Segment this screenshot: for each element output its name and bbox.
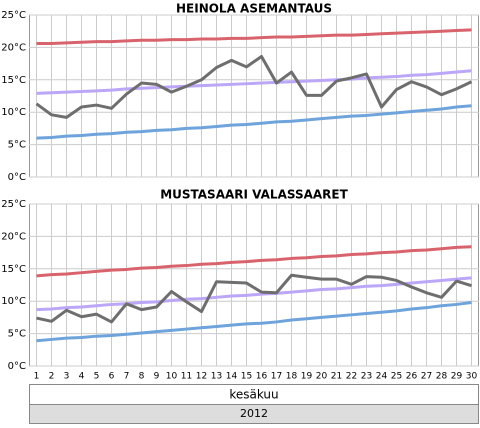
year-label: 2012 (240, 407, 268, 420)
x-tick-label: 24 (376, 372, 388, 382)
y-tick-label: 25°C (1, 10, 26, 21)
x-tick-label: 26 (406, 372, 418, 382)
x-tick-label: 28 (436, 372, 448, 382)
x-tick-label: 6 (109, 372, 115, 382)
x-tick-label: 8 (139, 372, 145, 382)
series-line (36, 104, 472, 140)
chart-title: HEINOLA ASEMANTAUS (176, 2, 332, 16)
series-line (35, 54, 473, 119)
series-line (36, 28, 472, 46)
y-tick-label: 10°C (1, 296, 26, 307)
x-tick-label: 5 (94, 372, 100, 382)
x-tick-label: 22 (346, 372, 357, 382)
series-line (36, 276, 472, 312)
x-tick-label: 9 (154, 372, 160, 382)
y-tick-label: 0°C (8, 172, 26, 183)
x-tick-label: 7 (124, 372, 130, 382)
y-tick-label: 20°C (1, 231, 26, 242)
series-line (36, 69, 472, 95)
month-label: kesäkuu (229, 388, 278, 402)
x-tick-label: 11 (181, 372, 192, 382)
x-tick-label: 30 (466, 372, 478, 382)
series-line (36, 301, 472, 343)
y-tick-label: 5°C (8, 140, 26, 151)
x-tick-label: 13 (211, 372, 222, 382)
x-tick-label: 21 (331, 372, 342, 382)
x-tick-label: 18 (286, 372, 298, 382)
y-tick-label: 25°C (1, 199, 26, 210)
chart-title: MUSTASAARI VALASSAARET (160, 188, 348, 202)
series-line (36, 273, 472, 324)
x-tick-label: 27 (421, 372, 432, 382)
y-tick-label: 15°C (1, 75, 26, 86)
series-line (36, 245, 472, 278)
y-tick-label: 10°C (1, 107, 26, 118)
y-tick-label: 5°C (8, 329, 26, 340)
x-tick-label: 25 (391, 372, 402, 382)
x-tick-label: 20 (316, 372, 328, 382)
x-tick-label: 16 (256, 372, 268, 382)
y-tick-label: 20°C (1, 42, 26, 53)
x-tick-label: 17 (271, 372, 282, 382)
x-tick-label: 10 (166, 372, 178, 382)
x-tick-label: 23 (361, 372, 372, 382)
x-tick-label: 12 (196, 372, 207, 382)
x-tick-label: 4 (79, 372, 85, 382)
x-tick-label: 2 (49, 372, 55, 382)
y-tick-label: 0°C (8, 361, 26, 372)
x-tick-label: 19 (301, 372, 313, 382)
x-tick-label: 14 (226, 372, 238, 382)
y-tick-label: 15°C (1, 264, 26, 275)
x-tick-label: 29 (451, 372, 463, 382)
x-tick-label: 15 (241, 372, 252, 382)
x-tick-label: 1 (34, 372, 40, 382)
x-tick-label: 3 (64, 372, 70, 382)
